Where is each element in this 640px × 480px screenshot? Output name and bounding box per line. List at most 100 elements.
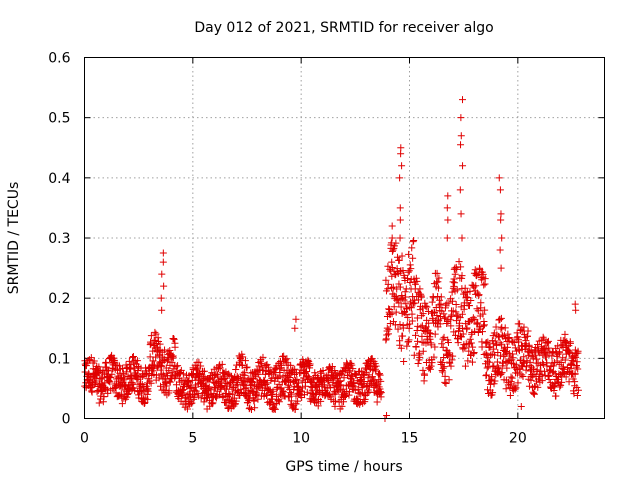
data-point — [534, 383, 542, 391]
data-point — [419, 366, 427, 374]
data-point — [465, 302, 473, 310]
data-point — [557, 381, 565, 389]
data-point — [462, 293, 470, 301]
data-point — [493, 358, 501, 366]
data-point — [247, 405, 255, 413]
data-point — [414, 337, 422, 345]
data-point — [440, 363, 448, 371]
data-point — [428, 298, 436, 306]
data-point — [412, 274, 420, 282]
data-point — [229, 377, 237, 385]
data-point — [408, 317, 416, 325]
data-point — [397, 344, 405, 352]
data-point — [183, 405, 191, 413]
data-point — [448, 311, 456, 319]
data-point — [384, 280, 392, 288]
data-point — [149, 357, 157, 365]
data-point — [474, 319, 482, 327]
data-point — [442, 379, 450, 387]
data-point — [525, 351, 533, 359]
data-point — [438, 358, 446, 366]
data-point — [497, 370, 505, 378]
data-point — [568, 361, 576, 369]
data-point — [465, 347, 473, 355]
data-point — [250, 397, 258, 405]
data-point — [484, 338, 492, 346]
data-point — [398, 252, 406, 260]
data-point — [388, 272, 396, 280]
data-point — [364, 374, 372, 382]
data-point — [131, 387, 139, 395]
data-point — [371, 365, 379, 373]
data-point — [397, 150, 405, 158]
data-point — [399, 267, 407, 275]
data-point — [174, 362, 182, 370]
data-point — [475, 291, 483, 299]
data-point — [144, 395, 152, 403]
data-point — [368, 373, 376, 381]
data-point — [385, 325, 393, 333]
data-point — [125, 357, 133, 365]
data-point — [241, 357, 249, 365]
data-point — [200, 398, 208, 406]
data-point — [466, 317, 474, 325]
data-point — [386, 305, 394, 313]
data-point — [285, 381, 293, 389]
data-point — [293, 375, 301, 383]
data-point — [331, 367, 339, 374]
data-point — [171, 343, 179, 351]
data-point — [450, 282, 458, 290]
data-point — [421, 299, 429, 307]
data-point — [440, 333, 448, 341]
data-point — [451, 270, 459, 278]
data-point — [237, 386, 245, 394]
data-point — [459, 330, 467, 338]
data-point — [383, 324, 391, 332]
data-point — [449, 297, 457, 305]
data-point — [170, 335, 178, 343]
data-point — [454, 339, 462, 347]
data-point — [472, 282, 480, 290]
data-point — [556, 349, 564, 357]
data-point — [461, 362, 469, 370]
data-point — [168, 358, 176, 366]
data-point — [406, 303, 414, 311]
data-point — [395, 256, 403, 264]
data-point — [165, 367, 173, 375]
data-point — [452, 300, 460, 308]
data-point — [504, 343, 512, 351]
data-point — [180, 389, 188, 397]
data-point — [187, 400, 195, 408]
data-point — [410, 237, 418, 245]
data-point — [445, 351, 453, 359]
data-point — [457, 132, 465, 140]
data-point — [443, 204, 451, 212]
data-point — [351, 370, 359, 378]
data-point — [557, 358, 565, 366]
data-point — [571, 300, 579, 308]
data-point — [81, 368, 89, 376]
data-point — [543, 339, 551, 347]
data-point — [414, 360, 422, 368]
data-point — [121, 374, 129, 382]
data-point — [377, 377, 385, 385]
data-point — [403, 304, 411, 312]
data-point — [471, 315, 479, 323]
data-point — [411, 280, 419, 288]
data-point — [510, 339, 518, 347]
data-point — [242, 364, 250, 372]
data-point — [435, 317, 443, 325]
data-point — [525, 342, 533, 350]
data-point — [448, 356, 456, 364]
data-point — [566, 339, 574, 347]
data-point — [156, 340, 164, 348]
data-point — [397, 303, 405, 311]
data-point — [494, 364, 502, 372]
x-tick-label: 15 — [401, 431, 419, 447]
data-point — [388, 310, 396, 318]
data-point — [497, 264, 505, 272]
data-point — [498, 369, 506, 377]
data-point — [524, 327, 532, 335]
data-point — [502, 348, 510, 356]
data-point — [95, 368, 103, 376]
